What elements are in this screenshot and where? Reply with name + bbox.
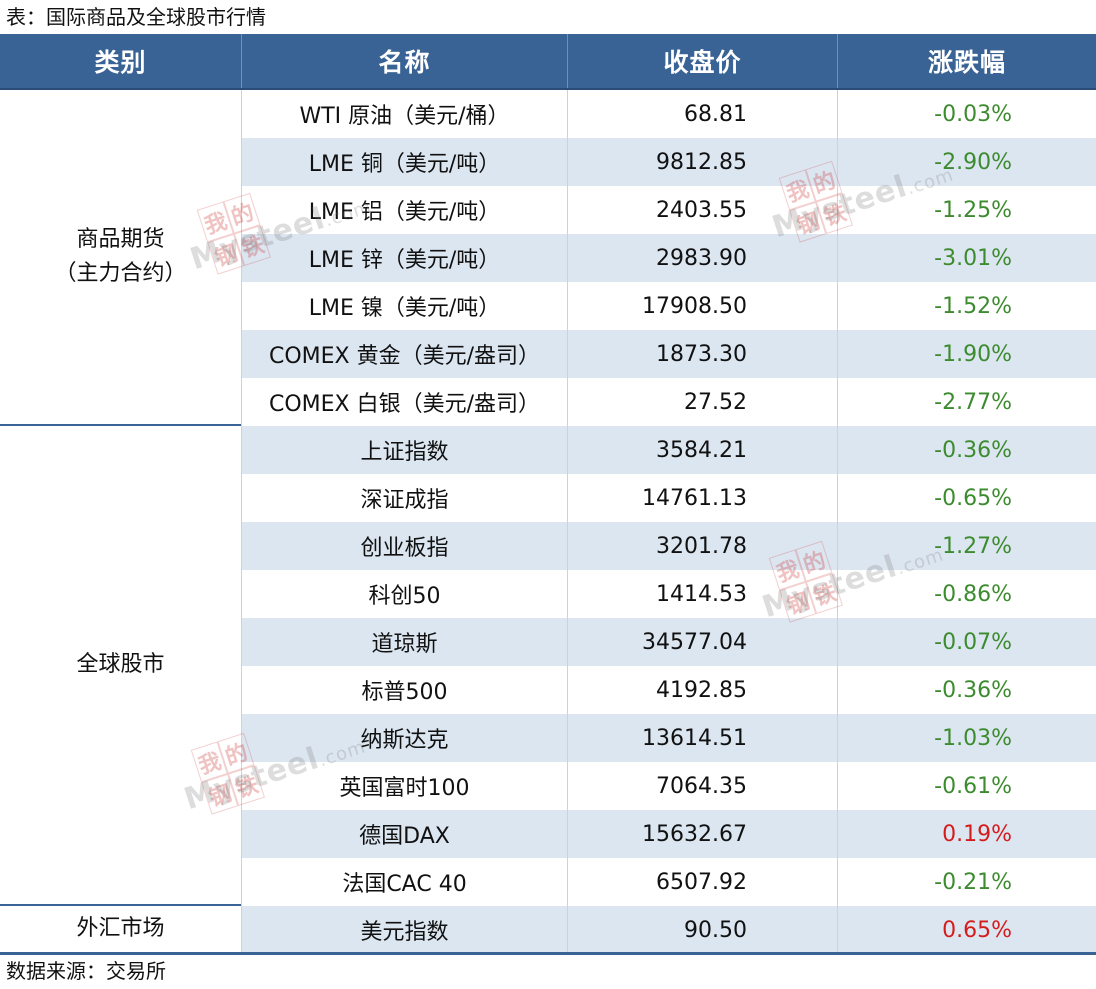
instrument-name: 深证成指: [242, 474, 568, 522]
change-percent: -2.77%: [934, 389, 1012, 415]
change-percent: -2.90%: [934, 149, 1012, 175]
market-table: 类别 名称 收盘价 涨跌幅 商品期货 （主力合约） WTI 原油（美元/桶） 68.8…: [0, 34, 1096, 954]
close-price: 68.81: [568, 90, 838, 138]
category-column: 外汇市场: [0, 906, 242, 954]
table-row: LME 镍（美元/吨） 17908.50 -1.52%: [242, 282, 1096, 330]
header-price: 收盘价: [568, 34, 838, 88]
instrument-name: 法国CAC 40: [242, 858, 568, 906]
change-percent: -1.90%: [934, 341, 1012, 367]
change-percent: -1.03%: [934, 725, 1012, 751]
table-row: 法国CAC 40 6507.92 -0.21%: [242, 858, 1096, 906]
data-source-note: 数据来源：交易所: [6, 959, 166, 983]
instrument-name: LME 锌（美元/吨）: [242, 234, 568, 282]
close-price: 13614.51: [568, 714, 838, 762]
instrument-name: 美元指数: [242, 906, 568, 954]
close-price: 27.52: [568, 378, 838, 426]
table-bottom-rule: [0, 952, 1096, 955]
group-rows: WTI 原油（美元/桶） 68.81 -0.03% LME 铜（美元/吨） 9812.8…: [242, 90, 1096, 426]
table-row: 标普500 4192.85 -0.36%: [242, 666, 1096, 714]
table-caption: 表：国际商品及全球股市行情: [6, 5, 266, 29]
instrument-name: LME 镍（美元/吨）: [242, 282, 568, 330]
instrument-name: COMEX 黄金（美元/盎司）: [242, 330, 568, 378]
instrument-name: 科创50: [242, 570, 568, 618]
change-percent: -1.27%: [934, 533, 1012, 559]
instrument-name: 德国DAX: [242, 810, 568, 858]
change-percent: 0.65%: [942, 917, 1012, 943]
category-label: 商品期货: [76, 227, 165, 252]
close-price: 90.50: [568, 906, 838, 954]
close-price: 17908.50: [568, 282, 838, 330]
header-name: 名称: [242, 34, 568, 88]
instrument-name: 创业板指: [242, 522, 568, 570]
group-rows: 美元指数 90.50 0.65%: [242, 906, 1096, 954]
change-percent: -1.25%: [934, 197, 1012, 223]
close-price: 2403.55: [568, 186, 838, 234]
header-category: 类别: [0, 34, 242, 88]
category-cell: 外汇市场: [0, 906, 241, 954]
table-group: 全球股市 上证指数 3584.21 -0.36% 深证成指 14761.13 -0.65% 创…: [0, 426, 1096, 906]
table-row: 美元指数 90.50 0.65%: [242, 906, 1096, 954]
group-rows: 上证指数 3584.21 -0.36% 深证成指 14761.13 -0.65% 创业板指 3…: [242, 426, 1096, 906]
change-percent: -0.86%: [934, 581, 1012, 607]
instrument-name: 纳斯达克: [242, 714, 568, 762]
close-price: 3201.78: [568, 522, 838, 570]
change-percent: -0.65%: [934, 485, 1012, 511]
change-percent: -0.21%: [934, 869, 1012, 895]
table-row: COMEX 黄金（美元/盎司） 1873.30 -1.90%: [242, 330, 1096, 378]
instrument-name: WTI 原油（美元/桶）: [242, 90, 568, 138]
change-percent: -0.36%: [934, 677, 1012, 703]
category-column: 全球股市: [0, 426, 242, 906]
table-body: 商品期货 （主力合约） WTI 原油（美元/桶） 68.81 -0.03% LME 铜（美…: [0, 90, 1096, 954]
change-percent: -0.61%: [934, 773, 1012, 799]
table-row: 纳斯达克 13614.51 -1.03%: [242, 714, 1096, 762]
category-column: 商品期货 （主力合约）: [0, 90, 242, 426]
table-row: 英国富时100 7064.35 -0.61%: [242, 762, 1096, 810]
table-row: LME 铜（美元/吨） 9812.85 -2.90%: [242, 138, 1096, 186]
table-row: 创业板指 3201.78 -1.27%: [242, 522, 1096, 570]
close-price: 3584.21: [568, 426, 838, 474]
instrument-name: COMEX 白银（美元/盎司）: [242, 378, 568, 426]
category-cell: 商品期货 （主力合约）: [0, 90, 241, 426]
close-price: 34577.04: [568, 618, 838, 666]
instrument-name: 标普500: [242, 666, 568, 714]
close-price: 2983.90: [568, 234, 838, 282]
close-price: 1873.30: [568, 330, 838, 378]
change-percent: -0.03%: [934, 101, 1012, 127]
instrument-name: LME 铜（美元/吨）: [242, 138, 568, 186]
category-sublabel: （主力合约）: [54, 261, 187, 286]
close-price: 14761.13: [568, 474, 838, 522]
close-price: 9812.85: [568, 138, 838, 186]
table-row: WTI 原油（美元/桶） 68.81 -0.03%: [242, 90, 1096, 138]
change-percent: -1.52%: [934, 293, 1012, 319]
table-row: 深证成指 14761.13 -0.65%: [242, 474, 1096, 522]
table-header: 类别 名称 收盘价 涨跌幅: [0, 34, 1096, 90]
table-row: 德国DAX 15632.67 0.19%: [242, 810, 1096, 858]
category-cell: 全球股市: [0, 426, 241, 906]
table-row: 道琼斯 34577.04 -0.07%: [242, 618, 1096, 666]
table-row: 科创50 1414.53 -0.86%: [242, 570, 1096, 618]
close-price: 15632.67: [568, 810, 838, 858]
table-row: COMEX 白银（美元/盎司） 27.52 -2.77%: [242, 378, 1096, 426]
category-label: 全球股市: [76, 652, 165, 677]
table-row: LME 铝（美元/吨） 2403.55 -1.25%: [242, 186, 1096, 234]
change-percent: -0.36%: [934, 437, 1012, 463]
close-price: 6507.92: [568, 858, 838, 906]
instrument-name: 上证指数: [242, 426, 568, 474]
change-percent: -3.01%: [934, 245, 1012, 271]
table-row: LME 锌（美元/吨） 2983.90 -3.01%: [242, 234, 1096, 282]
change-percent: 0.19%: [942, 821, 1012, 847]
instrument-name: 英国富时100: [242, 762, 568, 810]
instrument-name: 道琼斯: [242, 618, 568, 666]
table-group: 外汇市场 美元指数 90.50 0.65%: [0, 906, 1096, 954]
table-group: 商品期货 （主力合约） WTI 原油（美元/桶） 68.81 -0.03% LME 铜（美…: [0, 90, 1096, 426]
category-label: 外汇市场: [76, 916, 165, 941]
instrument-name: LME 铝（美元/吨）: [242, 186, 568, 234]
header-change: 涨跌幅: [927, 48, 1006, 77]
change-percent: -0.07%: [934, 629, 1012, 655]
close-price: 7064.35: [568, 762, 838, 810]
close-price: 1414.53: [568, 570, 838, 618]
table-row: 上证指数 3584.21 -0.36%: [242, 426, 1096, 474]
close-price: 4192.85: [568, 666, 838, 714]
